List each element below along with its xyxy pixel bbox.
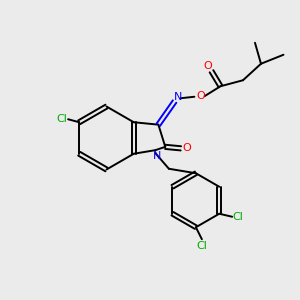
Text: Cl: Cl <box>196 241 207 251</box>
Text: N: N <box>174 92 183 102</box>
Text: N: N <box>153 151 161 161</box>
Text: O: O <box>182 143 191 153</box>
Text: Cl: Cl <box>57 114 68 124</box>
Text: O: O <box>196 91 206 101</box>
Text: O: O <box>203 61 212 71</box>
Text: Cl: Cl <box>233 212 244 222</box>
